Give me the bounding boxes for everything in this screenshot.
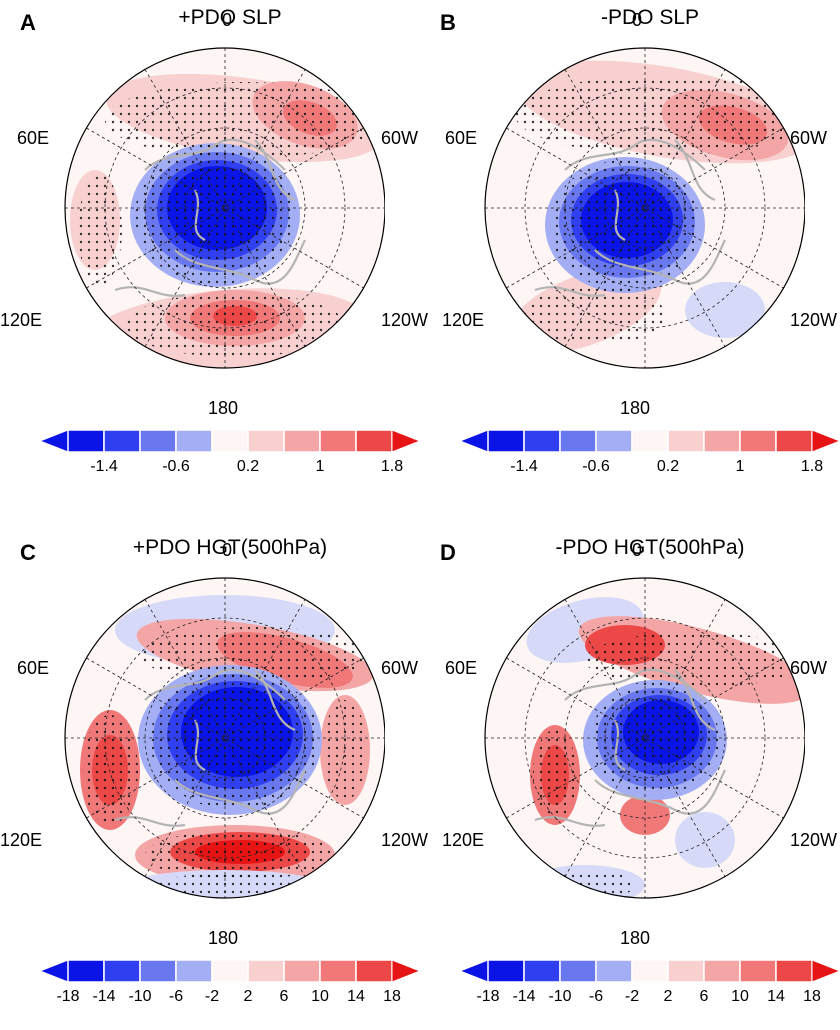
colorbar-ticks: -1.4 -0.6 0.2 1 1.8 (40, 458, 420, 480)
colorbar-tick-label: 1.8 (380, 458, 404, 475)
colorbar-tick-label: -1.4 (510, 458, 538, 475)
panel-title: -PDO SLP (600, 6, 700, 29)
colorbar-tick-label: 1.8 (800, 458, 824, 475)
colorbar-tick-label: -18 (476, 988, 500, 1005)
colorbar-tick-label: -0.6 (582, 458, 610, 475)
panel-letter: D (440, 540, 456, 565)
colorbar (460, 959, 840, 983)
panel-title: +PDO HGT(500hPa) (132, 536, 328, 559)
colorbar-ticks: -18 -14 -10 -6 -2 2 6 10 14 18 (460, 988, 840, 1010)
lon-label-right: 60W (790, 658, 828, 678)
polar-map (64, 577, 385, 899)
colorbar-tick-label: 18 (383, 988, 401, 1005)
colorbar-ticks: -1.4 -0.6 0.2 1 1.8 (460, 458, 840, 480)
lon-label-top: 0 (222, 10, 233, 30)
colorbar-tick-label: -14 (512, 988, 536, 1005)
lon-label-lower-right: 120W (381, 830, 429, 850)
colorbar-tick-label: 18 (803, 988, 821, 1005)
colorbar-tick-label: 6 (699, 988, 709, 1005)
lon-label-right: 60W (381, 128, 419, 148)
panel-b: B -PDO SLP 0 60E 60W 120E 120W 180 -1.4-… (420, 0, 840, 500)
lon-label-lower-right: 120W (790, 310, 838, 330)
lon-label-lower-left: 120E (0, 830, 43, 850)
panel-d: D -PDO HGT(500hPa) 0 60E 60W 120E 120W 1… (420, 530, 840, 1030)
colorbar-ticks: -18 -14 -10 -6 -2 2 6 10 14 18 (40, 988, 420, 1010)
lon-label-bottom: 180 (208, 928, 239, 948)
colorbar (460, 429, 840, 453)
lon-label-left: 60E (17, 658, 50, 678)
lon-label-top: 0 (222, 540, 233, 560)
lon-label-lower-right: 120W (790, 830, 838, 850)
colorbar-tick-label: -2 (624, 988, 640, 1005)
colorbar-tick-label: 6 (279, 988, 289, 1005)
panel-title: +PDO SLP (178, 6, 282, 29)
lon-label-top: 0 (632, 10, 643, 30)
colorbar-tick-label: -10 (128, 988, 152, 1005)
colorbar-tick-label: -18 (56, 988, 80, 1005)
colorbar-tick-label: -6 (168, 988, 184, 1005)
lon-label-lower-left: 120E (442, 310, 485, 330)
lon-label-bottom: 180 (620, 398, 651, 418)
panel-c: C +PDO HGT(500hPa) 0 60E 60W 120E 120W 1… (0, 530, 428, 1030)
panel-letter: C (20, 540, 36, 565)
colorbar-tick-label: 2 (243, 988, 253, 1005)
colorbar-tick-label: 0.2 (236, 458, 260, 475)
colorbar-tick-label: 0.2 (656, 458, 680, 475)
colorbar (40, 429, 420, 453)
lon-label-right: 60W (381, 658, 419, 678)
colorbar-tick-label: 14 (767, 988, 785, 1005)
lon-label-top: 0 (632, 540, 643, 560)
colorbar-tick-label: -1.4 (90, 458, 118, 475)
colorbar-tick-label: 2 (663, 988, 673, 1005)
lon-label-left: 60E (17, 128, 50, 148)
colorbar-tick-label: 1 (735, 458, 745, 475)
colorbar-tick-label: 10 (731, 988, 749, 1005)
lon-label-bottom: 180 (620, 928, 651, 948)
colorbar-tick-label: 10 (311, 988, 329, 1005)
panel-letter: A (20, 10, 36, 35)
panel-a: A +PDO SLP 0 60E 60W 120E 120W 180 -1.4-… (0, 0, 428, 500)
colorbar-tick-label: 14 (347, 988, 365, 1005)
polar-map (484, 577, 805, 899)
polar-map (64, 47, 385, 369)
lon-label-lower-left: 120E (442, 830, 485, 850)
colorbar-tick-label: -2 (204, 988, 220, 1005)
colorbar-tick-label: -0.6 (162, 458, 190, 475)
panel-letter: B (440, 10, 456, 35)
panel-title: -PDO HGT(500hPa) (555, 536, 745, 559)
colorbar-tick-label: -10 (548, 988, 572, 1005)
colorbar-tick-label: -6 (588, 988, 604, 1005)
lon-label-lower-left: 120E (0, 310, 43, 330)
lon-label-bottom: 180 (208, 398, 239, 418)
polar-map (484, 47, 805, 369)
colorbar-tick-label: -14 (92, 988, 116, 1005)
lon-label-left: 60E (445, 128, 478, 148)
lon-label-right: 60W (790, 128, 828, 148)
colorbar-tick-label: 1 (315, 458, 325, 475)
colorbar (40, 959, 420, 983)
lon-label-left: 60E (445, 658, 478, 678)
lon-label-lower-right: 120W (381, 310, 429, 330)
